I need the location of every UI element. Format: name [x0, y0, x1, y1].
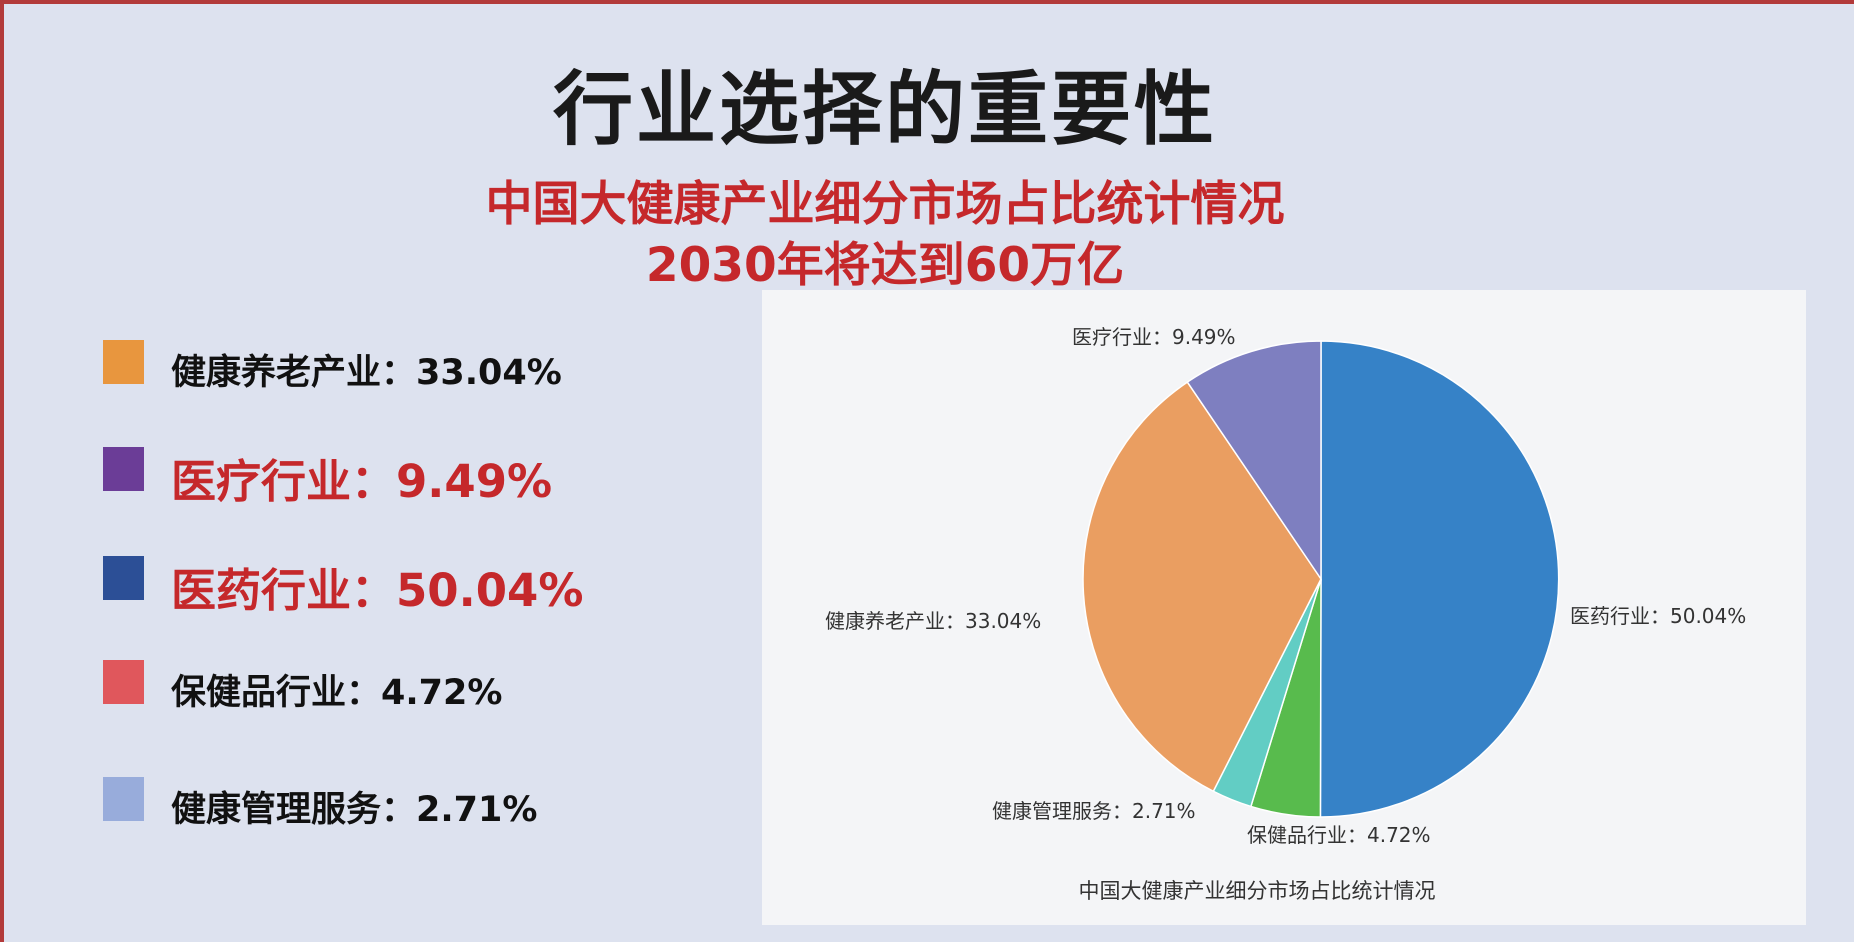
pie-label-0: 医药行业：50.04%	[1570, 604, 1746, 628]
page-title: 行业选择的重要性	[553, 63, 1217, 156]
pie-label-2: 健康管理服务：2.71%	[992, 799, 1196, 823]
pie-labels: 医药行业：50.04% 保健品行业：4.72% 健康管理服务：2.71% 健康养老产业…	[825, 325, 1746, 847]
page-subtitle-2030: 2030年将达到60万亿	[645, 238, 1125, 293]
pie-label-3: 健康养老产业：33.04%	[825, 609, 1041, 633]
legend-label-health-management: 健康管理服务：2.71%	[171, 790, 538, 830]
pie-chart: 医药行业：50.04% 保健品行业：4.72% 健康管理服务：2.71% 健康养老产业…	[825, 325, 1746, 903]
pie-slice-0	[1319, 340, 1560, 818]
pie-label-4: 医疗行业：9.49%	[1072, 325, 1236, 349]
pie-slice-4	[1186, 340, 1322, 582]
legend-label-eldercare: 健康养老产业：33.04%	[171, 353, 562, 393]
legend-swatch-supplements	[103, 660, 144, 704]
pie-label-1: 保健品行业：4.72%	[1247, 823, 1431, 847]
legend-label-medical: 医疗行业：9.49%	[171, 455, 553, 508]
pie-chart-panel: 医药行业：50.04% 保健品行业：4.72% 健康管理服务：2.71% 健康养老产业…	[762, 290, 1806, 925]
pie-slices	[1082, 340, 1560, 818]
legend-swatch-pharma	[103, 556, 144, 600]
legend-swatch-eldercare	[103, 340, 144, 384]
legend-swatch-health-management	[103, 777, 144, 821]
legend-swatch-medical	[103, 447, 144, 491]
page-subtitle: 中国大健康产业细分市场占比统计情况	[485, 177, 1285, 232]
legend-label-supplements: 保健品行业：4.72%	[171, 673, 503, 713]
chart-caption: 中国大健康产业细分市场占比统计情况	[1079, 879, 1436, 903]
pie-slice-3	[1082, 381, 1322, 793]
legend-label-pharma: 医药行业：50.04%	[171, 564, 584, 617]
